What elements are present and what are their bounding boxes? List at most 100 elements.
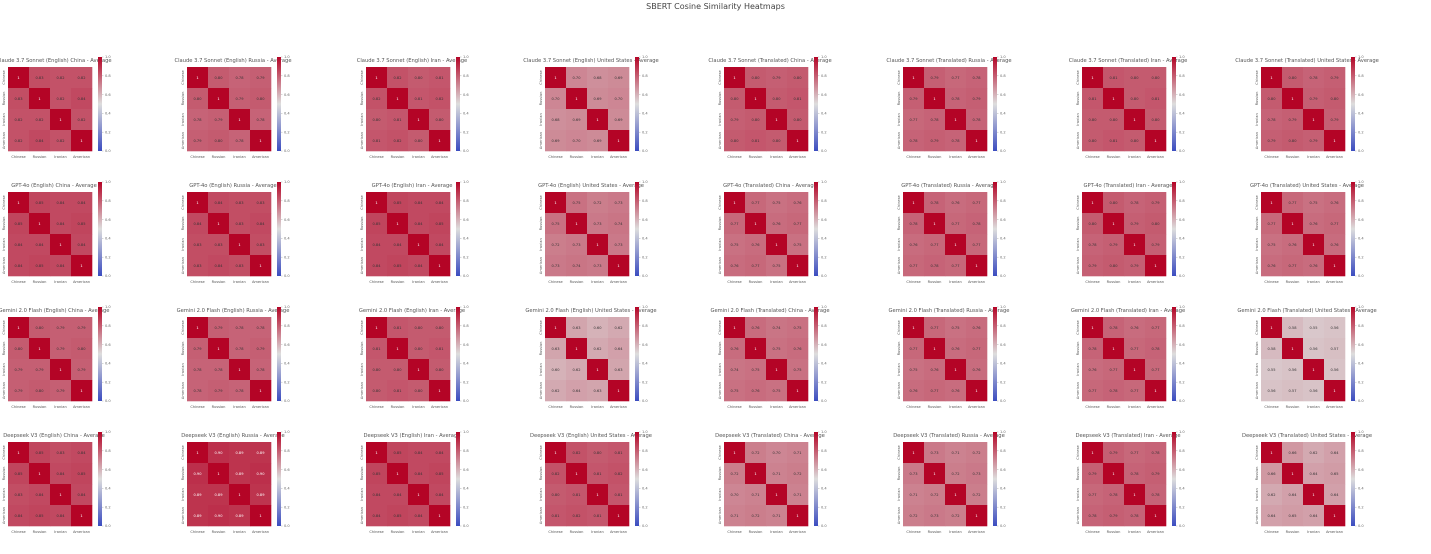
cell-value-label: 0.79 bbox=[1330, 118, 1339, 122]
heatmap-cell bbox=[366, 380, 388, 402]
heatmap-cell bbox=[587, 255, 609, 277]
cell-value-label: 0.56 bbox=[1288, 368, 1297, 372]
cell-value-label: 0.76 bbox=[972, 368, 981, 372]
cell-value-label: 1 bbox=[1270, 451, 1272, 455]
colorbar-tick-label: 0.2 bbox=[284, 255, 290, 259]
cell-value-label: 0.77 bbox=[1088, 389, 1096, 393]
x-tick-label: Russian bbox=[212, 155, 226, 159]
cell-value-label: 0.82 bbox=[393, 76, 401, 80]
heatmap-cell bbox=[903, 213, 925, 235]
cell-value-label: 0.79 bbox=[77, 368, 86, 372]
heatmap-cell bbox=[608, 255, 630, 277]
heatmap-cell bbox=[429, 67, 451, 89]
cell-value-label: 1 bbox=[1154, 264, 1156, 268]
cell-value-label: 0.83 bbox=[256, 243, 264, 247]
heatmap-cell bbox=[745, 88, 767, 110]
heatmap-cell bbox=[229, 484, 251, 506]
cell-value-label: 0.80 bbox=[793, 76, 802, 80]
cell-value-label: 0.81 bbox=[393, 326, 401, 330]
cell-value-label: 0.72 bbox=[751, 451, 759, 455]
cell-value-label: 0.79 bbox=[1330, 76, 1339, 80]
heatmap-cell bbox=[1103, 213, 1125, 235]
cell-value-label: 0.77 bbox=[1288, 201, 1296, 205]
y-tick-label: Russian bbox=[1255, 467, 1259, 481]
colorbar-tick-label: 0.6 bbox=[1000, 468, 1006, 472]
cell-value-label: 0.84 bbox=[414, 222, 423, 226]
colorbar bbox=[277, 182, 281, 276]
heatmap-cell bbox=[50, 505, 72, 527]
heatmap-cell bbox=[745, 463, 767, 485]
colorbar-tick-label: 0.8 bbox=[284, 449, 290, 453]
colorbar-tick-label: 0.6 bbox=[105, 93, 111, 97]
heatmap-cell bbox=[1103, 484, 1125, 506]
cell-value-label: 0.81 bbox=[593, 472, 601, 476]
x-tick-label: Russian bbox=[928, 405, 942, 409]
cell-value-label: 1 bbox=[1270, 326, 1272, 330]
colorbar-tick-label: 0.4 bbox=[463, 362, 469, 366]
cell-value-label: 0.78 bbox=[1130, 472, 1139, 476]
heatmap-cell bbox=[608, 213, 630, 235]
cell-value-label: 0.84 bbox=[56, 201, 65, 205]
heatmap-cell bbox=[566, 317, 588, 339]
cell-value-label: 0.82 bbox=[14, 118, 22, 122]
heatmap-cell bbox=[724, 380, 746, 402]
heatmap-cell bbox=[745, 380, 767, 402]
colorbar-tick-label: 0.8 bbox=[1358, 449, 1364, 453]
cell-value-label: 0.82 bbox=[372, 97, 380, 101]
heatmap-cell bbox=[1124, 109, 1146, 131]
heatmap-cell bbox=[429, 484, 451, 506]
cell-value-label: 0.83 bbox=[256, 201, 264, 205]
cell-value-label: 0.80 bbox=[1088, 118, 1097, 122]
cell-value-label: 1 bbox=[375, 201, 377, 205]
x-tick-label: American bbox=[1147, 405, 1164, 409]
colorbar-tick-label: 1.0 bbox=[821, 430, 827, 434]
heatmap-cell bbox=[1145, 88, 1167, 110]
cell-value-label: 1 bbox=[575, 472, 577, 476]
heatmap-cell bbox=[1282, 109, 1304, 131]
heatmap-cell bbox=[608, 67, 630, 89]
heatmap-cell bbox=[1303, 67, 1325, 89]
cell-value-label: 0.62 bbox=[572, 368, 580, 372]
y-tick-label: Iranian bbox=[360, 488, 364, 501]
heatmap-cell bbox=[1282, 463, 1304, 485]
y-tick-label: Chinese bbox=[1255, 445, 1259, 460]
x-tick-label: American bbox=[431, 405, 448, 409]
x-tick-label: Chinese bbox=[1085, 530, 1100, 534]
heatmap-cell bbox=[29, 338, 51, 360]
heatmap-cell bbox=[29, 234, 51, 256]
cell-value-label: 0.85 bbox=[393, 514, 401, 518]
cell-value-label: 0.78 bbox=[235, 389, 244, 393]
heatmap-cell bbox=[1103, 109, 1125, 131]
heatmap-cell bbox=[724, 463, 746, 485]
heatmap-cell bbox=[766, 255, 788, 277]
colorbar-tick-label: 0.4 bbox=[1358, 362, 1364, 366]
heatmap-cell bbox=[545, 338, 567, 360]
heatmap-cell bbox=[250, 463, 272, 485]
heatmap-cell bbox=[8, 213, 30, 235]
cell-value-label: 1 bbox=[38, 347, 40, 351]
y-tick-label: Iranian bbox=[2, 238, 6, 251]
colorbar-tick-label: 0.2 bbox=[1179, 255, 1185, 259]
x-tick-label: Chinese bbox=[906, 530, 921, 534]
x-tick-label: Russian bbox=[1107, 530, 1121, 534]
x-tick-label: Russian bbox=[749, 280, 763, 284]
cell-value-label: 0.84 bbox=[77, 201, 86, 205]
y-tick-label: American bbox=[181, 382, 185, 399]
colorbar-tick-label: 0.6 bbox=[642, 218, 648, 222]
cell-value-label: 0.76 bbox=[909, 389, 918, 393]
heatmap-cell bbox=[945, 359, 967, 381]
panel-title: Deepseek V3 (Translated) Russia - Averag… bbox=[893, 433, 1005, 439]
y-tick-label: American bbox=[1255, 257, 1259, 274]
colorbar-tick-label: 0.2 bbox=[1179, 380, 1185, 384]
colorbar-tick-label: 0.6 bbox=[642, 468, 648, 472]
heatmap-cell bbox=[966, 213, 988, 235]
x-tick-label: Chinese bbox=[727, 155, 742, 159]
cell-value-label: 0.79 bbox=[909, 97, 918, 101]
x-tick-label: Russian bbox=[33, 405, 47, 409]
heatmap-cell bbox=[8, 255, 30, 277]
cell-value-label: 0.71 bbox=[772, 514, 780, 518]
cell-value-label: 0.82 bbox=[56, 97, 64, 101]
x-tick-label: Chinese bbox=[906, 405, 921, 409]
cell-value-label: 0.77 bbox=[972, 243, 980, 247]
